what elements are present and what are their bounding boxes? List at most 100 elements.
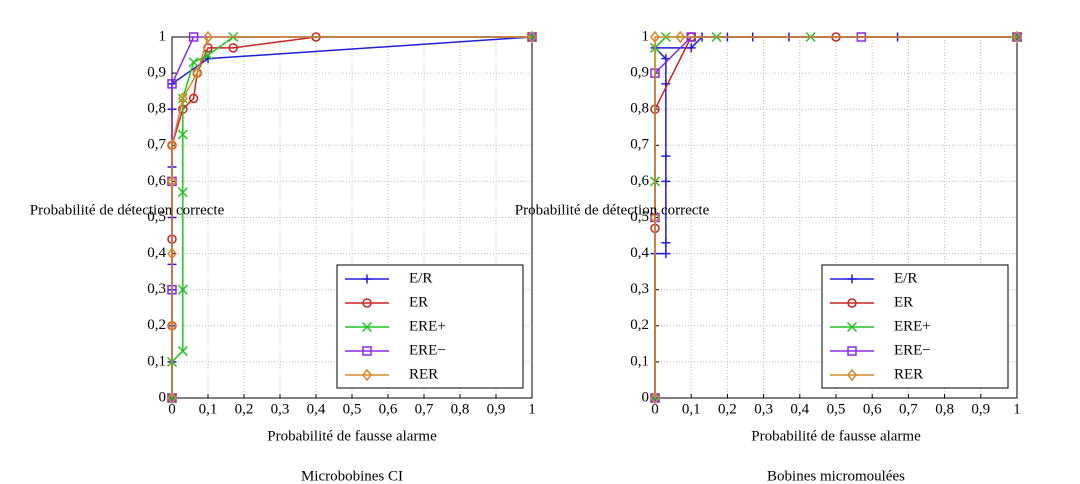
data-point [661, 176, 671, 186]
data-point [177, 346, 188, 357]
data-point [650, 211, 660, 224]
x-tick-label: 0,6 [863, 401, 882, 417]
data-point [202, 50, 214, 61]
x-tick-label: 0,2 [718, 401, 737, 417]
data-point [167, 319, 177, 333]
legend-marker [847, 346, 857, 356]
y-tick-label: 0,4 [147, 245, 166, 261]
y-axis-label: Probabilité de détection correcte [515, 202, 710, 218]
chart-title: Bobines micromoulées [767, 468, 905, 484]
legend-marker [847, 368, 857, 382]
legend-label: RER [894, 366, 923, 382]
data-point [167, 391, 177, 405]
y-tick-label: 0,6 [630, 173, 649, 189]
data-point [661, 151, 671, 161]
x-tick-label: 0,6 [379, 401, 398, 417]
legend-label: ERE− [409, 342, 446, 358]
data-point [177, 92, 188, 105]
y-tick-label: 0,9 [630, 65, 649, 81]
x-tick-label: 0,9 [971, 401, 990, 417]
y-axis-label: Probabilité de détection correcte [30, 202, 225, 218]
chart-title: Microbobines CI [301, 468, 403, 484]
x-axis-label: Probabilité de fausse alarme [267, 428, 437, 444]
x-tick-label: 0,3 [271, 401, 290, 417]
legend-marker [362, 346, 372, 356]
legend-marker [847, 298, 857, 308]
y-tick-label: 0,8 [147, 101, 166, 117]
x-tick-label: 0 [651, 401, 659, 417]
y-tick-label: 0,5 [630, 209, 649, 225]
data-point [686, 43, 696, 53]
legend-label: ERE+ [409, 318, 446, 334]
data-point [177, 187, 188, 198]
y-tick-label: 0,1 [630, 353, 649, 369]
data-point [188, 32, 199, 42]
x-tick-label: 0,1 [199, 401, 218, 417]
series-line [171, 36, 532, 398]
data-point [167, 284, 177, 295]
x-tick-label: 0,3 [754, 401, 773, 417]
data-point [167, 175, 177, 188]
data-point [188, 93, 199, 104]
y-tick-label: 0,8 [630, 101, 649, 117]
y-tick-label: 0,3 [630, 281, 649, 297]
y-tick-label: 0,3 [147, 281, 166, 297]
x-tick-label: 0,1 [682, 401, 701, 417]
data-point [188, 57, 199, 68]
y-tick-label: 0 [642, 389, 650, 405]
x-tick-label: 0,5 [343, 401, 362, 417]
y-tick-label: 0,2 [630, 317, 649, 333]
data-point [675, 30, 686, 44]
legend-label: ERE− [894, 342, 931, 358]
data-point [228, 43, 238, 53]
data-point [203, 30, 213, 44]
y-tick-label: 0,4 [630, 245, 649, 261]
y-tick-label: 0,7 [630, 137, 649, 153]
x-tick-label: 0,8 [935, 401, 954, 417]
y-tick-label: 0,1 [147, 353, 166, 369]
y-tick-label: 0,2 [147, 317, 166, 333]
legend-marker [361, 321, 373, 333]
data-point [661, 238, 671, 248]
data-point [686, 32, 696, 42]
data-point [650, 391, 660, 405]
data-point [650, 30, 660, 44]
data-point [167, 234, 177, 244]
y-tick-label: 0,7 [147, 137, 166, 153]
x-tick-label: 0,4 [307, 401, 326, 417]
y-tick-label: 1 [642, 28, 650, 44]
data-point [1012, 30, 1022, 44]
data-point [177, 284, 188, 295]
y-tick-label: 0 [159, 389, 167, 405]
data-point [527, 30, 537, 44]
legend-label: ER [894, 294, 913, 310]
data-point [650, 68, 660, 78]
x-axis-label: Probabilité de fausse alarme [751, 428, 921, 444]
legend-marker [847, 274, 857, 284]
x-tick-label: 1 [528, 401, 536, 417]
legend-marker [362, 368, 372, 382]
x-tick-label: 0,2 [235, 401, 254, 417]
data-point [167, 79, 177, 89]
x-tick-label: 1 [1013, 401, 1021, 417]
legend-label: ER [409, 294, 428, 310]
data-point [650, 104, 660, 114]
legend-label: E/R [894, 270, 917, 286]
y-tick-label: 0,9 [147, 65, 166, 81]
x-tick-label: 0 [168, 401, 176, 417]
x-tick-label: 0,5 [827, 401, 846, 417]
x-tick-label: 0,9 [487, 401, 506, 417]
data-point [661, 249, 671, 259]
legend-marker [362, 274, 372, 284]
series-line [654, 36, 1017, 398]
y-tick-label: 1 [159, 28, 167, 44]
y-tick-label: 0,6 [147, 173, 166, 189]
data-point [192, 66, 203, 80]
data-point [177, 129, 188, 140]
legend-label: ERE+ [894, 318, 931, 334]
x-tick-label: 0,7 [899, 401, 918, 417]
data-point [856, 32, 867, 42]
x-tick-label: 0,7 [415, 401, 434, 417]
data-point [167, 139, 177, 152]
